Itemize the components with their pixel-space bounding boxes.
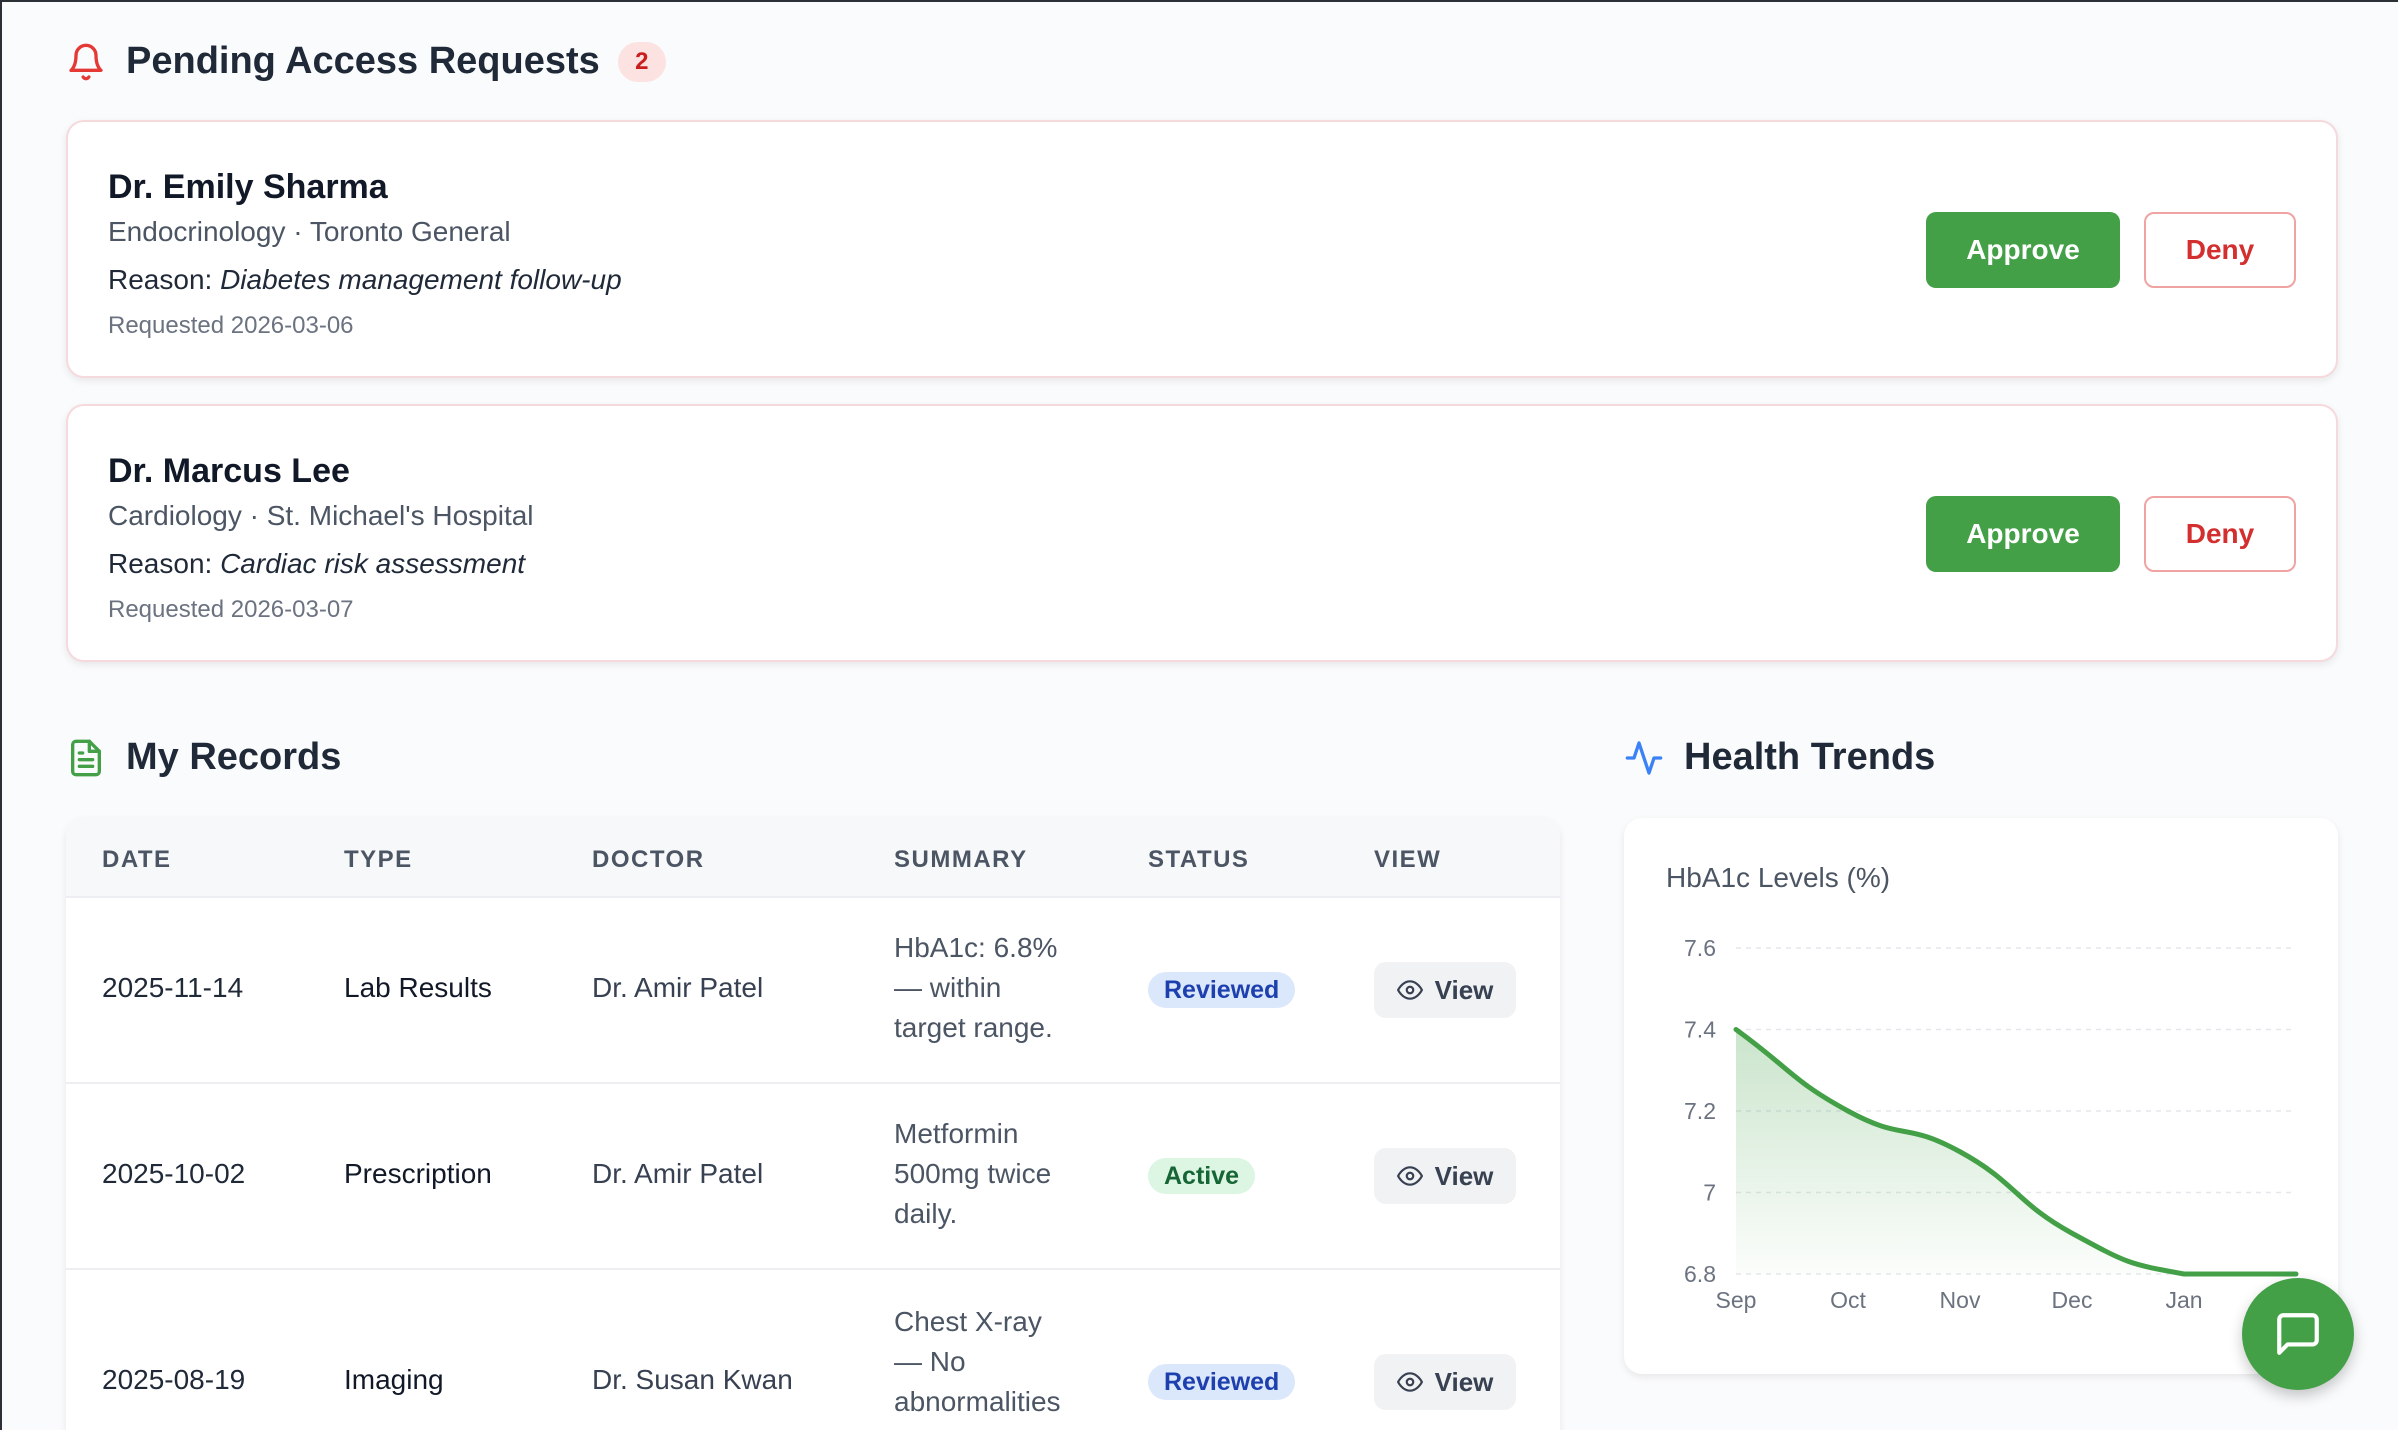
summary-line: — within (894, 972, 1002, 1003)
eye-icon (1396, 1163, 1423, 1189)
record-date: 2025-10-02 (102, 1158, 246, 1189)
summary-line: 500mg twice (894, 1158, 1052, 1189)
requester-name: Dr. Emily Sharma (108, 168, 388, 206)
pending-requests-heading: Pending Access Requests 2 (66, 40, 666, 83)
series-line (1733, 1027, 2299, 1277)
x-tick-label: Dec (2052, 1287, 2093, 1313)
summary-line: target range. (894, 1012, 1053, 1043)
chat-fab-button[interactable] (2242, 1278, 2354, 1390)
view-label: View (1434, 974, 1494, 1005)
y-tick-label: 7.2 (1684, 1098, 1716, 1124)
my-records-title: My Records (126, 736, 342, 778)
request-reason: Reason: Cardiac risk assessment (108, 548, 525, 580)
x-tick-label: Nov (1940, 1287, 1981, 1313)
view-record-button[interactable]: View (1374, 962, 1516, 1018)
record-date: 2025-08-19 (102, 1364, 246, 1395)
deny-button[interactable]: Deny (2144, 496, 2296, 572)
column-header-doctor: DOCTOR (592, 846, 705, 873)
view-record-button[interactable]: View (1374, 1148, 1516, 1204)
column-header-view: VIEW (1374, 846, 1442, 873)
requester-name: Dr. Marcus Lee (108, 452, 350, 490)
x-tick-label: Jan (2165, 1287, 2202, 1313)
request-date: Requested 2026-03-06 (108, 312, 354, 339)
column-header-type: TYPE (344, 846, 413, 873)
health-trends-title: Health Trends (1684, 736, 1936, 778)
column-header-date: DATE (102, 846, 172, 873)
table-row: 2025-08-19 Imaging Dr. Susan Kwan Chest … (66, 1270, 1560, 1430)
approve-button[interactable]: Approve (1926, 496, 2120, 572)
requester-department: Cardiology · St. Michael's Hospital (108, 500, 534, 531)
view-label: View (1434, 1366, 1494, 1397)
window-top-edge (0, 0, 2398, 2)
y-tick-label: 6.8 (1684, 1261, 1716, 1287)
health-trends-card: HbA1c Levels (%) 6.8 7 7.2 7.4 7.6 Sep Oct Nov… (1624, 818, 2338, 1374)
record-summary: HbA1c: 6.8% — within target range. (894, 928, 1094, 1048)
pending-count-badge: 2 (617, 41, 666, 82)
record-date: 2025-11-14 (102, 972, 244, 1003)
window-left-edge (0, 0, 2, 1430)
series-area (1736, 1029, 2296, 1274)
summary-line: Chest X-ray (894, 1306, 1042, 1337)
x-tick-label: Oct (1830, 1287, 1866, 1313)
table-row: 2025-10-02 Prescription Dr. Amir Patel M… (66, 1084, 1560, 1270)
record-type: Lab Results (344, 972, 492, 1003)
reason-label: Reason: (108, 548, 213, 579)
pending-requests-title: Pending Access Requests (126, 40, 600, 82)
record-doctor: Dr. Amir Patel (592, 1158, 764, 1189)
records-table: DATE TYPE DOCTOR SUMMARY STATUS VIEW 202… (66, 818, 1560, 1430)
request-date: Requested 2026-03-07 (108, 596, 354, 623)
document-icon (66, 738, 106, 778)
chart-title: HbA1c Levels (%) (1666, 862, 1891, 893)
reason-label: Reason: (108, 264, 213, 295)
status-badge: Reviewed (1148, 1364, 1296, 1400)
bell-icon (66, 42, 106, 82)
view-label: View (1434, 1160, 1494, 1191)
column-header-summary: SUMMARY (894, 846, 1028, 873)
health-trends-heading: Health Trends (1624, 736, 1935, 779)
table-row: 2025-11-14 Lab Results Dr. Amir Patel Hb… (66, 898, 1560, 1084)
access-request-card: Dr. Emily Sharma Endocrinology · Toronto… (66, 120, 2338, 378)
status-badge: Active (1148, 1158, 1256, 1194)
reason-text: Diabetes management follow-up (220, 264, 622, 295)
record-type: Imaging (344, 1364, 444, 1395)
summary-line: daily. (894, 1198, 958, 1229)
table-header: DATE TYPE DOCTOR SUMMARY STATUS VIEW (66, 818, 1560, 898)
eye-icon (1396, 1369, 1423, 1395)
deny-button[interactable]: Deny (2144, 212, 2296, 288)
approve-button[interactable]: Approve (1926, 212, 2120, 288)
status-badge: Reviewed (1148, 972, 1296, 1008)
view-record-button[interactable]: View (1374, 1354, 1516, 1410)
access-request-card: Dr. Marcus Lee Cardiology · St. Michael'… (66, 404, 2338, 662)
record-summary: Chest X-ray — No abnormalities (894, 1302, 1094, 1422)
summary-line: Metformin (894, 1118, 1019, 1149)
record-type: Prescription (344, 1158, 492, 1189)
summary-line: abnormalities (894, 1386, 1061, 1417)
reason-text: Cardiac risk assessment (220, 548, 526, 579)
hba1c-chart: 6.877.27.47.6 SepOctNovDecJanFeb (1684, 935, 2316, 1313)
record-doctor: Dr. Susan Kwan (592, 1364, 793, 1395)
summary-line: — No (894, 1346, 966, 1377)
record-doctor: Dr. Amir Patel (592, 972, 764, 1003)
y-tick-label: 7 (1703, 1180, 1716, 1206)
y-tick-label: 7.6 (1684, 935, 1716, 961)
column-header-status: STATUS (1148, 846, 1250, 873)
my-records-heading: My Records (66, 736, 341, 779)
summary-line: HbA1c: 6.8% (894, 932, 1058, 963)
activity-pulse-icon (1624, 738, 1664, 778)
y-tick-label: 7.4 (1684, 1017, 1716, 1043)
record-summary: Metformin 500mg twice daily. (894, 1114, 1094, 1234)
eye-icon (1396, 977, 1423, 1003)
chat-bubble-icon (2273, 1309, 2323, 1359)
requester-department: Endocrinology · Toronto General (108, 216, 511, 247)
x-tick-label: Sep (1716, 1287, 1757, 1313)
request-reason: Reason: Diabetes management follow-up (108, 264, 622, 296)
